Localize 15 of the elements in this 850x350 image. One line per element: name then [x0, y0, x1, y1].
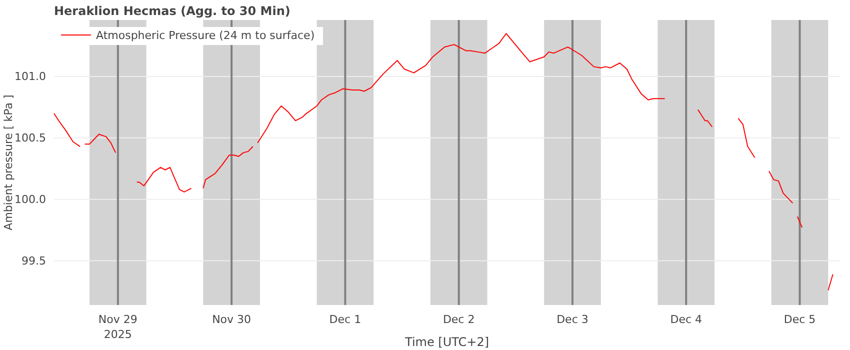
x-tick-label: Nov 29 2025: [98, 313, 138, 341]
y-tick-label: 100.0: [14, 192, 46, 206]
y-tick-label: 99.5: [22, 254, 46, 268]
x-tick-label: Dec 1: [329, 313, 362, 326]
chart-title: Heraklion Hecmas (Agg. to 30 Min): [54, 4, 290, 18]
x-tick-label: Dec 4: [670, 313, 702, 326]
x-tick-label: Nov 30: [212, 313, 252, 326]
y-tick-label: 100.5: [14, 131, 46, 144]
x-tick-label: Dec 5: [784, 313, 816, 326]
x-axis-title: Time [UTC+2]: [404, 335, 490, 349]
y-tick-label: 101.0: [14, 70, 46, 84]
x-tick-label: Dec 3: [556, 313, 588, 326]
x-tick-label: Dec 2: [442, 313, 475, 326]
legend-label: Atmospheric Pressure (24 m to surface): [96, 29, 315, 42]
y-axis-title: Ambient pressure [ kPa ]: [2, 94, 15, 230]
